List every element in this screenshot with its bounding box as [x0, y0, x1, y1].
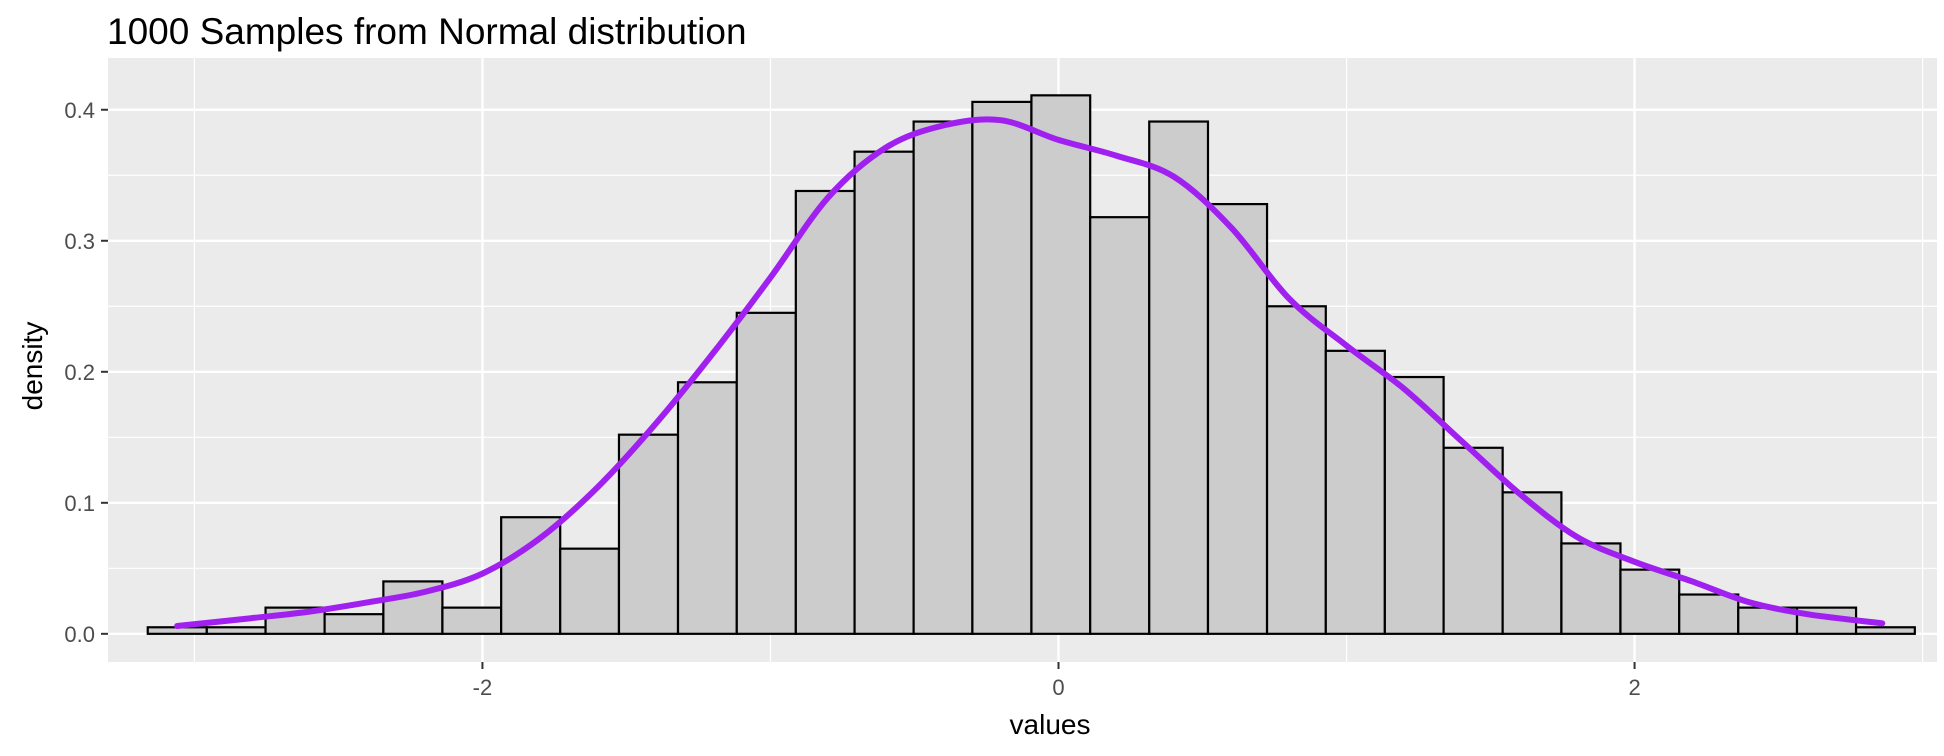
- histogram-bar: [617, 433, 680, 635]
- histogram-bar: [1089, 216, 1151, 635]
- histogram-bar: [559, 547, 621, 635]
- histogram-bar: [382, 580, 444, 635]
- histogram-bar: [1501, 491, 1563, 635]
- x-axis-title: values: [1010, 709, 1091, 740]
- histogram-bar: [205, 626, 267, 635]
- chart-title: 1000 Samples from Normal distribution: [107, 11, 747, 52]
- histogram-bar: [1206, 202, 1269, 635]
- x-tick-label: 0: [1052, 675, 1064, 700]
- histogram-bar: [1148, 120, 1210, 635]
- y-tick-label: 0.4: [64, 98, 95, 123]
- x-tick-label: -2: [473, 675, 493, 700]
- x-tick-label: 2: [1628, 675, 1640, 700]
- histogram-bar: [676, 381, 738, 635]
- histogram-bar: [1619, 568, 1681, 635]
- x-axis: -2 0 2: [473, 662, 1641, 700]
- y-tick-label: 0.3: [64, 229, 95, 254]
- histogram-bar: [441, 606, 503, 635]
- y-tick-label: 0.0: [64, 622, 95, 647]
- histogram-bar: [735, 311, 797, 635]
- histogram-bar: [853, 150, 915, 635]
- y-axis-title: density: [17, 322, 48, 411]
- histogram-bar: [1442, 446, 1504, 635]
- histogram-bar: [500, 516, 562, 635]
- histogram-bar: [1265, 305, 1327, 635]
- histogram-bar: [1560, 542, 1622, 635]
- histogram-bar: [1030, 94, 1092, 635]
- y-tick-label: 0.1: [64, 491, 95, 516]
- histogram-bar: [912, 120, 974, 635]
- histogram-bar: [971, 100, 1033, 635]
- histogram-bar: [1678, 593, 1740, 635]
- histogram-bar: [1383, 375, 1445, 635]
- histogram-bar: [1324, 349, 1386, 635]
- histogram-bars: [146, 94, 1916, 635]
- histogram-bar: [323, 613, 385, 635]
- histogram-bar: [794, 189, 856, 635]
- y-axis: 0.0 0.1 0.2 0.3 0.4: [64, 98, 108, 647]
- y-tick-label: 0.2: [64, 360, 95, 385]
- histogram-bar: [1854, 626, 1916, 635]
- density-curve: [174, 116, 1886, 629]
